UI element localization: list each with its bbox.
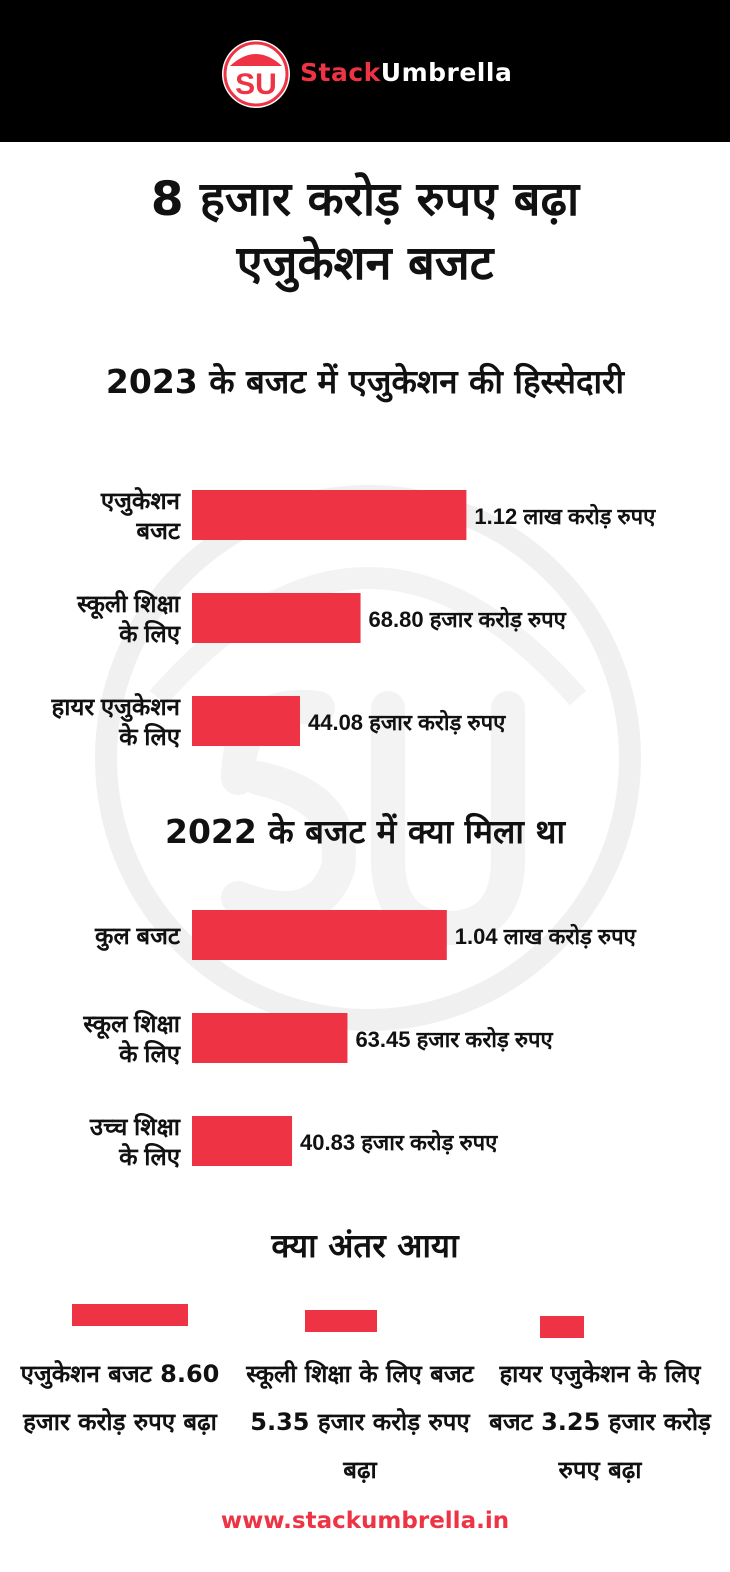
difference-bar-higher (540, 1316, 584, 1338)
header-bar: SU StackUmbrella (0, 0, 730, 142)
difference-text-higher: हायर एजुकेशन के लिए बजट 3.25 हजार करोड़ … (489, 1360, 711, 1484)
bar-1-1 (192, 1013, 348, 1063)
section-title-2022: 2022 के बजट में क्या मिला था (165, 812, 565, 851)
data-label-1-1: 63.45 हजार करोड़ रुपए (355, 1026, 553, 1052)
category-label-1-1: स्कूल शिक्षा के लिए (82, 1010, 181, 1068)
title-line-2: एजुकेशन बजट (236, 236, 494, 291)
difference-text-education: एजुकेशन बजट 8.60 हजार करोड़ रुपए बढ़ा (20, 1360, 220, 1436)
brand-name-stack: Stack (300, 58, 381, 87)
section-title-difference: क्या अंतर आया (271, 1226, 459, 1265)
difference-bar-school (305, 1310, 378, 1332)
brand-name: StackUmbrella (300, 58, 512, 87)
data-label-0-1: 68.80 हजार करोड़ रुपए (369, 606, 567, 632)
chart-2023: 1.12 लाख करोड़ रुपए एजुकेशन बजट 68.80 हजार … (50, 487, 656, 751)
data-label-0-0: 1.12 लाख करोड़ रुपए (474, 503, 656, 529)
category-label-1-2: उच्च शिक्षा के लिए (89, 1113, 182, 1171)
bar-1-0 (192, 910, 447, 960)
bar-0-2 (192, 696, 300, 746)
data-label-1-0: 1.04 लाख करोड़ रुपए (455, 923, 637, 949)
bar-0-0 (192, 490, 467, 540)
brand-name-umbrella: Umbrella (380, 58, 513, 87)
difference-bar-education (72, 1304, 189, 1326)
data-label-1-2: 40.83 हजार करोड़ रुपए (300, 1129, 498, 1155)
footer-website-link[interactable]: www.stackumbrella.in (220, 1508, 510, 1534)
category-label-0-2: हायर एजुकेशन के लिए (50, 693, 181, 751)
stackumbrella-logo: SU StackUmbrella (218, 36, 518, 112)
logo-letters: SU (235, 68, 277, 101)
category-label-1-0: कुल बजट (94, 923, 181, 951)
title-line-1: 8 हजार करोड़ रुपए बढ़ा (150, 172, 580, 227)
section-title-2023: 2023 के बजट में एजुकेशन की हिस्सेदारी (105, 362, 625, 401)
bar-0-1 (192, 593, 361, 643)
umbrella-logo-icon: SU (222, 40, 290, 108)
category-label-0-1: स्कूली शिक्षा के लिए (76, 590, 182, 648)
category-label-0-0: एजुकेशन बजट (100, 487, 182, 545)
difference-text-school: स्कूली शिक्षा के लिए बजट 5.35 हजार करोड़… (246, 1360, 474, 1484)
page-title: 8 हजार करोड़ रुपए बढ़ा एजुकेशन बजट (0, 168, 730, 296)
bar-1-2 (192, 1116, 293, 1166)
data-label-0-2: 44.08 हजार करोड़ रुपए (308, 709, 506, 735)
chart-2022: 1.04 लाख करोड़ रुपए कुल बजट 63.45 हजार करो… (82, 910, 637, 1171)
